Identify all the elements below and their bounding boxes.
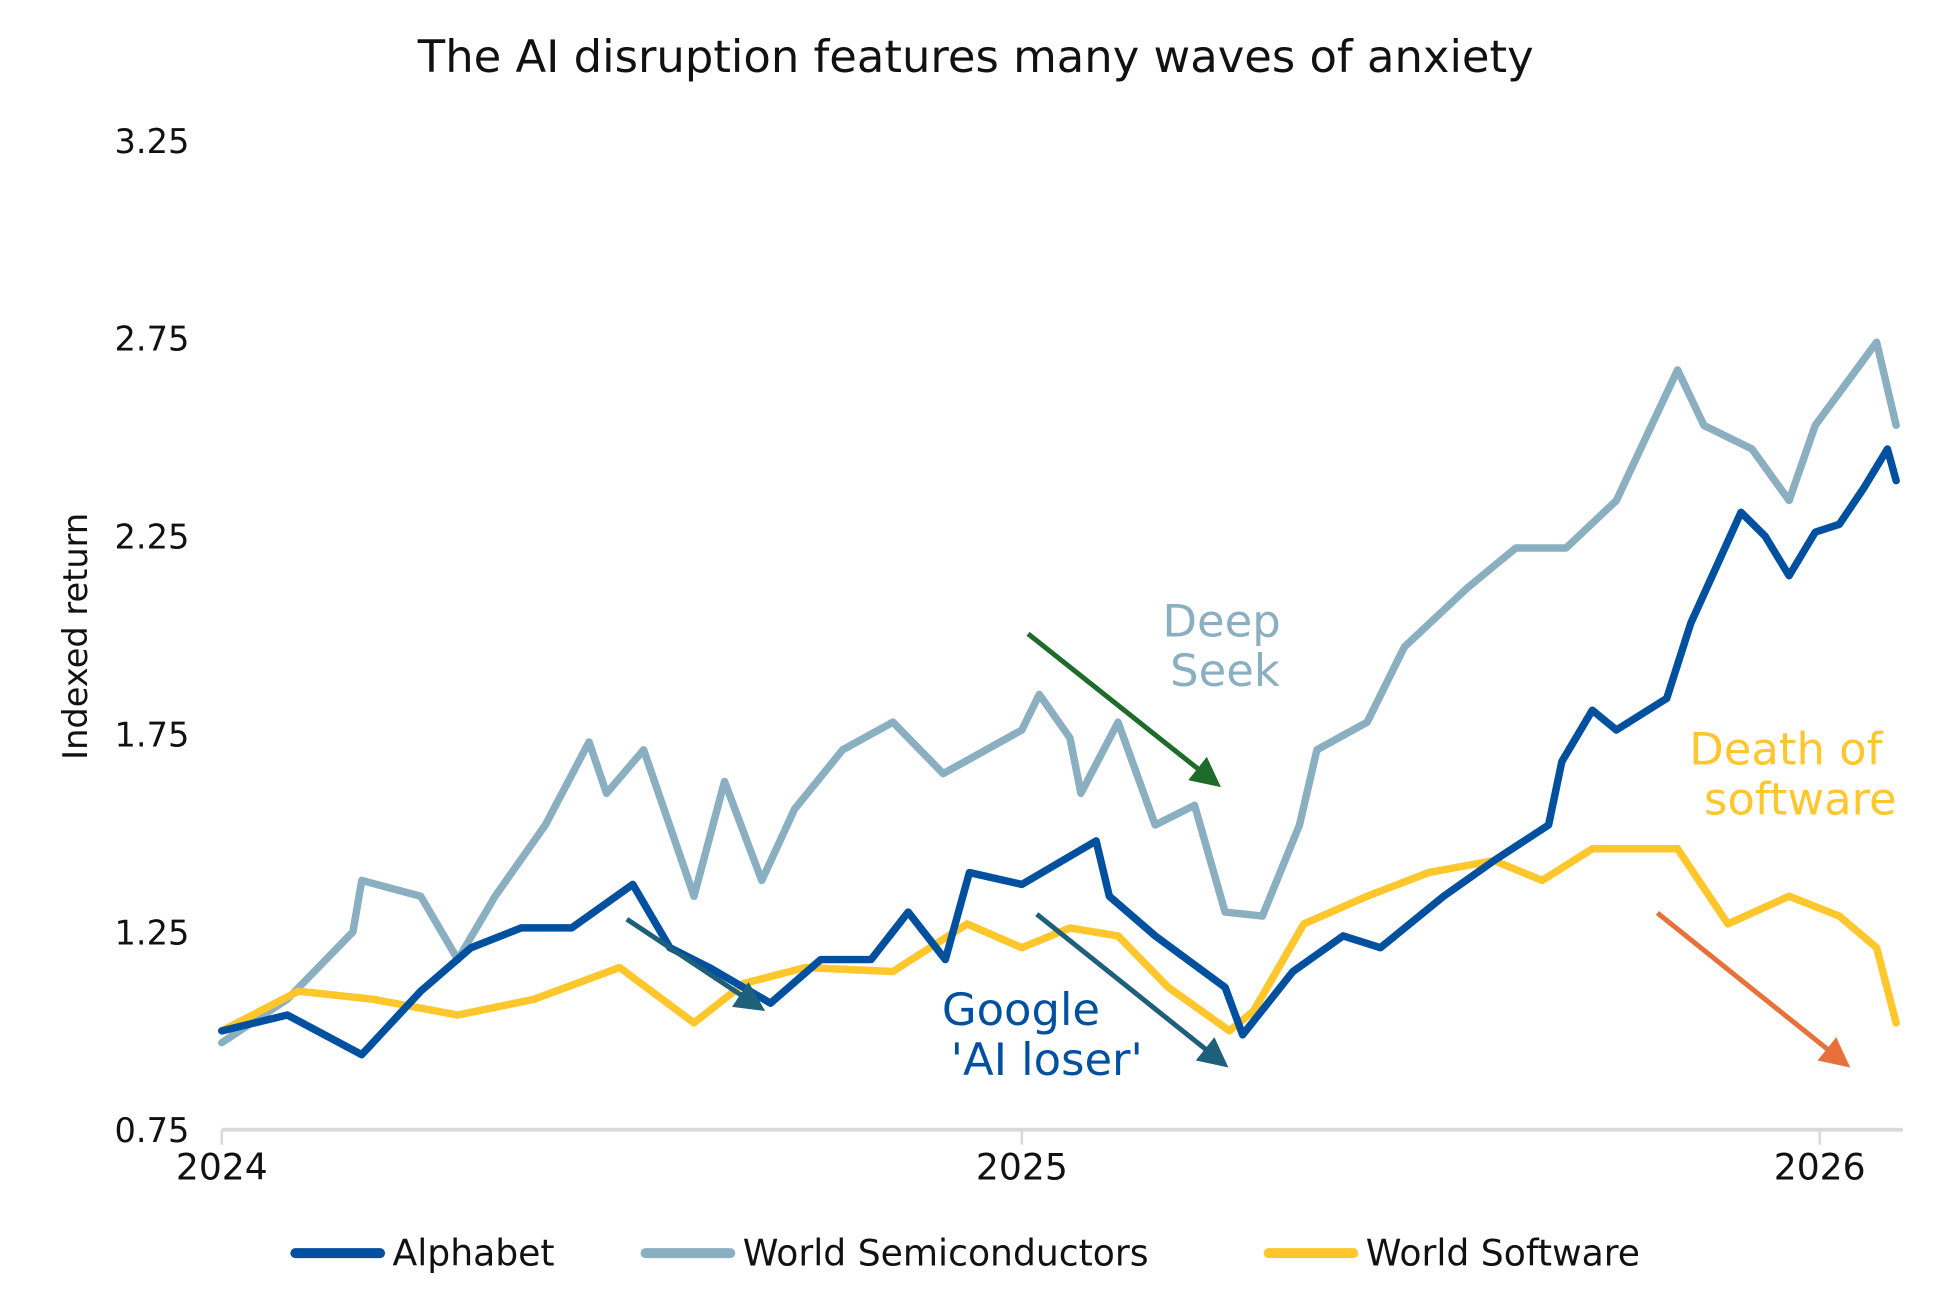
- legend-label: World Semiconductors: [743, 1232, 1149, 1275]
- legend-label: Alphabet: [393, 1232, 555, 1275]
- y-tick-label: 2.25: [115, 518, 190, 557]
- google-ai-loser-arrow: [1035, 912, 1229, 1068]
- deepseek-arrow: [1026, 631, 1221, 788]
- y-tick-label: 1.75: [115, 715, 190, 754]
- legend: Alphabet World Semiconductors World Softwa…: [290, 1232, 1640, 1275]
- annotation-deepseek: Deep Seek: [1162, 594, 1294, 697]
- x-tick-label: 2024: [176, 1146, 268, 1189]
- legend-label: World Software: [1366, 1232, 1640, 1275]
- x-tick-label: 2025: [976, 1146, 1068, 1189]
- y-axis-label: Indexed return: [56, 513, 95, 760]
- series-line-world-semiconductors: [218, 338, 1900, 1047]
- y-tick-label: 2.75: [115, 320, 190, 359]
- annotation-google-ai-loser: Google 'AI loser': [942, 983, 1143, 1086]
- series-line-alphabet: [218, 445, 1900, 1059]
- chart-title: The AI disruption features many waves of…: [417, 30, 1534, 83]
- annotation-death-of-software: Death of software: [1689, 723, 1896, 826]
- y-tick-label: 1.25: [115, 913, 190, 952]
- first-dip-arrow: [625, 917, 766, 1011]
- y-tick-label: 0.75: [115, 1111, 190, 1150]
- x-tick-label: 2026: [1774, 1146, 1866, 1189]
- series-line-world-software: [218, 845, 1900, 1035]
- y-tick-label: 3.25: [115, 122, 190, 161]
- death-of-software-arrow: [1655, 911, 1851, 1068]
